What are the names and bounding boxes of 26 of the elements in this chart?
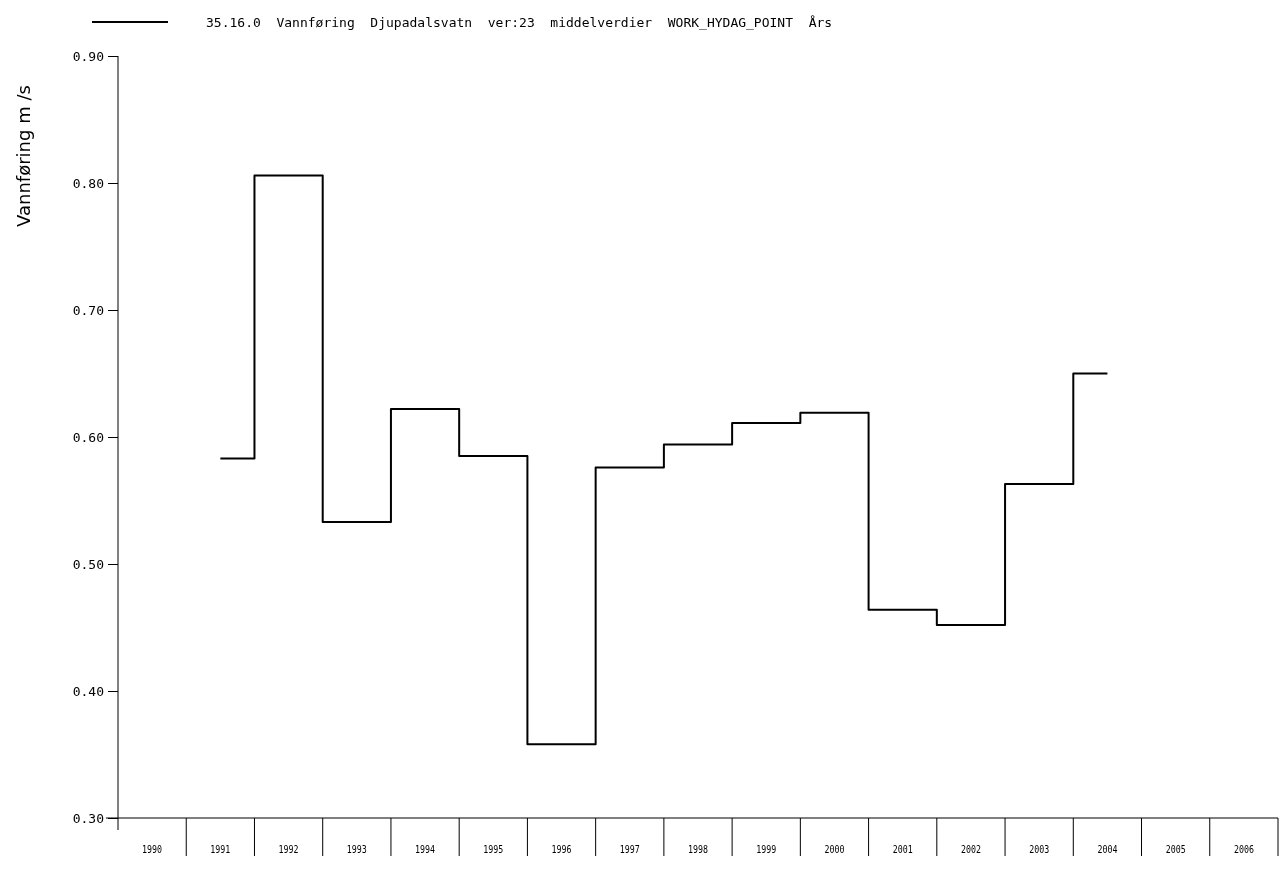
x-tick-label: 1994: [415, 842, 442, 856]
x-tick-label: 1999: [756, 842, 783, 856]
y-tick-label: 0.60: [72, 429, 104, 445]
y-tick-label: 0.50: [72, 556, 104, 572]
x-tick-label: 2000: [824, 842, 851, 856]
x-tick-label: 2006: [1233, 842, 1261, 856]
y-tick-label: 0.30: [72, 810, 104, 826]
x-tick-label: 1990: [142, 842, 169, 856]
x-tick-label: 1992: [278, 842, 306, 856]
x-tick-label: 2002: [960, 842, 988, 856]
y-tick-label: 0.70: [72, 302, 104, 318]
x-tick-label: 2001: [892, 842, 920, 856]
x-tick-label: 1996: [551, 842, 579, 856]
x-tick-label: 2004: [1097, 842, 1124, 856]
x-tick-label: 1991: [210, 842, 237, 856]
y-axis-title: Vannføring m /s: [13, 85, 34, 227]
y-tick-label: 0.80: [72, 175, 104, 191]
x-tick-label: 2005: [1165, 842, 1193, 856]
x-tick-label: 1997: [619, 842, 647, 856]
y-tick-label: 0.40: [72, 683, 104, 699]
x-tick-label: 1995: [483, 842, 510, 856]
x-tick-label: 2003: [1029, 842, 1056, 856]
x-tick-label: 1998: [688, 842, 715, 856]
text: 35.16.0 Vannføring Djupadalsvatn ver:23 middelverdier WORK_HYDAG_POINT Års: [206, 14, 833, 30]
y-tick-label: 0.90: [72, 48, 104, 64]
x-tick-label: 1993: [346, 842, 374, 856]
